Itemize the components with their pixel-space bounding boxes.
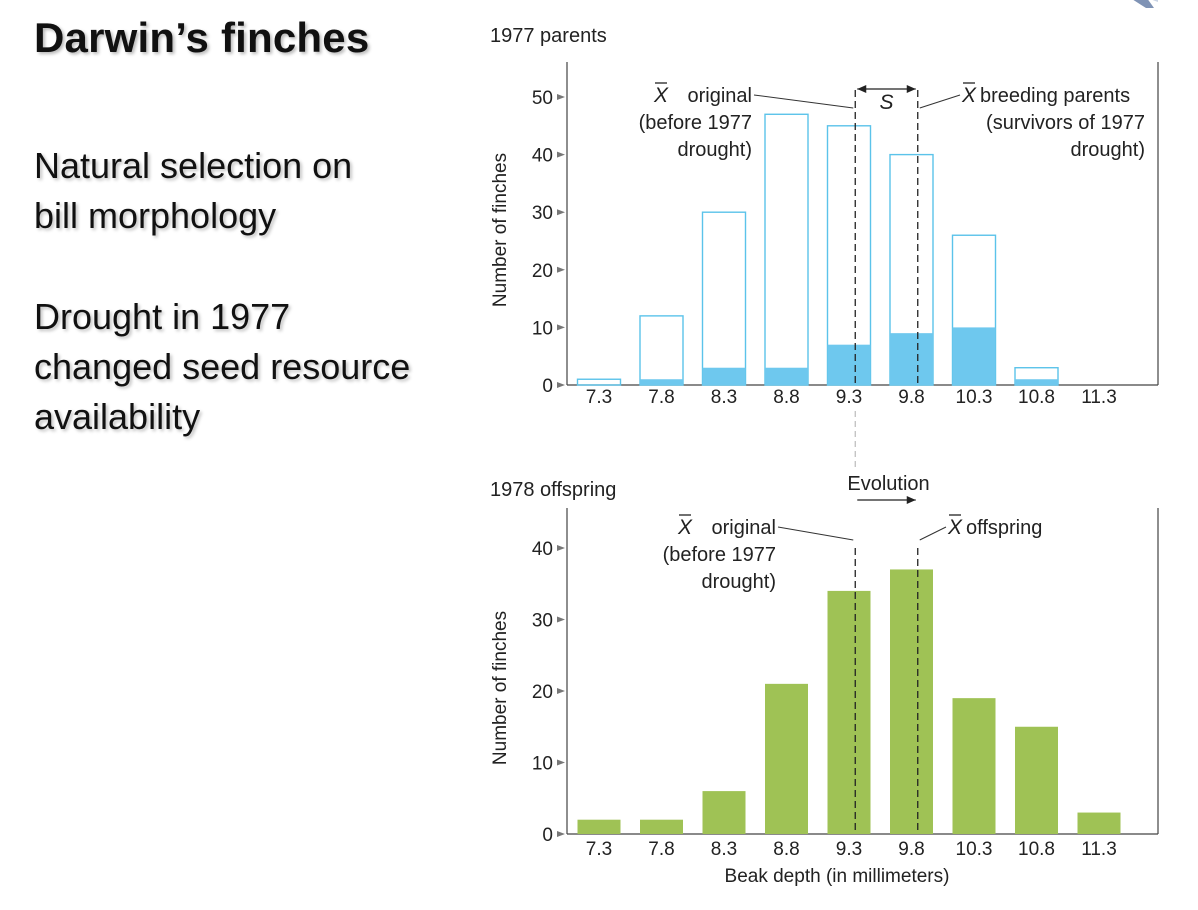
y-tick-label: 0 [542,376,553,397]
mean-original-label: original [712,517,776,539]
bullet-drought: Drought in 1977 changed seed resource av… [34,292,410,442]
mean-original-label: original [688,85,752,107]
chart-title: 1977 parents [490,25,607,47]
bar-survivors [827,344,871,385]
selection-differential-label: S [879,91,893,114]
mean-original-sublabel: drought) [702,571,777,593]
mean-new-leader [919,526,947,541]
x-tick-label: 8.3 [711,387,737,408]
bar-outline-total [701,211,747,386]
y-tick-label: 40 [532,146,553,167]
bar-survivors [765,367,808,385]
bar-offspring [640,819,683,834]
bar-survivors [1015,379,1058,385]
x-tick-label: 9.8 [898,387,924,408]
y-tick-marker [557,382,565,388]
bar-offspring [702,791,746,834]
y-tick-label: 10 [532,318,553,339]
x-tick-label: 10.3 [956,839,993,860]
bar-offspring [952,698,996,834]
mean-original-sublabel: (before 1977 [639,112,752,134]
bullet-line: availability [34,396,201,437]
y-tick-label: 20 [532,682,553,703]
y-tick-marker [557,266,565,273]
x-tick-label: 11.3 [1081,839,1117,860]
bar-survivors [952,327,996,385]
bar-survivors [702,367,746,385]
y-tick-marker [557,616,565,623]
y-tick-label: 0 [542,825,553,846]
mean-original-leader [777,526,854,541]
evolution-label: Evolution [847,473,929,495]
y-tick-marker [557,688,565,694]
bar-offspring [1015,726,1058,834]
evolution-arrowhead [906,496,916,504]
bar-survivors [890,333,933,385]
mean-original-leader [753,94,854,109]
x-tick-label: 8.8 [773,387,799,408]
bar-offspring [577,819,621,834]
mean-breeding-label: breeding parents [980,85,1130,107]
mean-original-sublabel: drought) [678,139,753,161]
y-tick-marker [557,831,565,837]
slide-title: Darwin’s finches [34,14,370,61]
bar-offspring [827,590,871,834]
bar-survivors [640,379,683,385]
x-tick-label: 9.8 [898,839,924,860]
bar-offspring [890,569,933,834]
x-tick-label: 9.3 [836,387,862,408]
y-tick-marker [557,151,565,158]
bullet-line: Natural selection on [34,145,353,186]
y-tick-label: 20 [532,261,553,282]
y-tick-marker [557,759,565,766]
y-tick-label: 30 [532,611,553,632]
chart-title: 1978 offspring [490,479,616,501]
x-bar-symbol: X [653,84,669,107]
y-tick-label: 50 [532,88,553,109]
x-tick-label: 7.3 [586,839,612,860]
mean-breeding-sublabel: (survivors of 1977 [986,112,1145,134]
y-tick-marker [557,94,565,100]
x-tick-label: 10.8 [1018,387,1055,408]
x-bar-symbol: X [961,84,977,107]
y-axis-label: Number of finches [490,153,511,307]
y-tick-label: 10 [532,754,553,775]
bar-offspring [1077,812,1121,834]
y-axis-label: Number of finches [490,611,511,765]
x-bar-symbol: X [677,516,693,539]
x-tick-label: 10.8 [1018,839,1055,860]
bullet-line: bill morphology [34,195,277,236]
bar-offspring [765,683,808,834]
y-tick-label: 40 [532,539,553,560]
x-axis-label: Beak depth (in millimeters) [725,866,950,887]
y-tick-marker [557,209,565,216]
corner-decoration-icon [1133,0,1158,8]
bullet-line: Drought in 1977 [34,296,291,337]
y-tick-marker [557,324,565,331]
x-tick-label: 11.3 [1081,387,1117,408]
bullet-natural-selection: Natural selection on bill morphology [34,141,352,241]
x-tick-label: 8.8 [773,839,799,860]
selection-arrowhead-right [906,85,916,93]
y-tick-label: 30 [532,203,553,224]
y-tick-marker [557,545,565,551]
mean-new-leader [919,94,961,109]
bar-outline-total [576,378,622,386]
x-tick-label: 7.8 [648,839,674,860]
mean-offspring-label: offspring [966,517,1042,539]
mean-breeding-sublabel: drought) [1071,139,1146,161]
x-tick-label: 7.3 [586,387,612,408]
selection-arrowhead-left [857,85,867,93]
x-tick-label: 7.8 [648,387,674,408]
mean-original-sublabel: (before 1977 [663,544,776,566]
bullet-line: changed seed resource [34,346,411,387]
x-tick-label: 9.3 [836,839,862,860]
bar-outline-total [639,315,684,386]
x-bar-symbol: X [947,516,963,539]
x-tick-label: 8.3 [711,839,737,860]
bar-outline-total [764,113,809,386]
x-tick-label: 10.3 [956,387,993,408]
